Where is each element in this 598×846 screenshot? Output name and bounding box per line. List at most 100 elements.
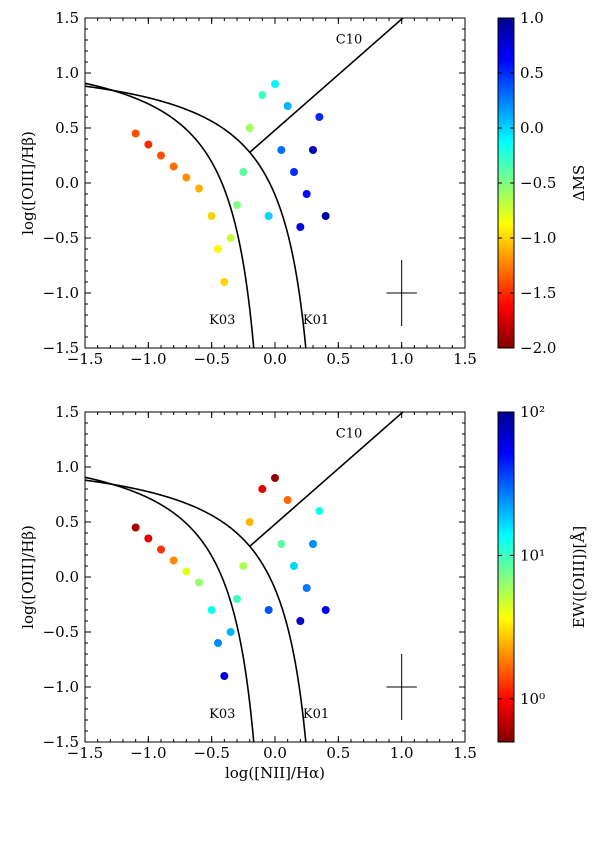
y-tick-label: −1.0 [43, 284, 79, 302]
y-axis-label: log([OIII]/Hβ) [19, 131, 37, 235]
error-bar [386, 654, 417, 720]
data-point [271, 80, 279, 88]
data-point [245, 518, 254, 526]
data-point [309, 540, 317, 548]
colorbar-tick-label: −1.0 [520, 229, 556, 247]
data-point [315, 507, 324, 515]
colorbar-tick-label: 10⁰ [520, 690, 545, 708]
data-point [264, 606, 273, 614]
y-tick-label: 1.5 [55, 403, 79, 421]
error-bar [386, 260, 417, 326]
y-tick-label: −1.0 [43, 678, 79, 696]
data-point [296, 223, 305, 231]
y-tick-label: 0.5 [55, 513, 79, 531]
x-tick-label: 1.5 [453, 350, 477, 368]
data-point [264, 212, 273, 220]
data-point [239, 168, 248, 176]
data-point [220, 278, 229, 286]
curve-k01 [85, 479, 307, 742]
y-tick-label: 1.5 [55, 9, 79, 27]
x-axis-label: log([NII]/Hα) [225, 764, 325, 782]
data-point [144, 534, 153, 543]
y-tick-label: 0.5 [55, 119, 79, 137]
x-tick-label: 1.0 [390, 350, 414, 368]
colorbar-tick-label: 1.0 [520, 9, 544, 27]
data-point [207, 212, 216, 220]
data-point [290, 168, 298, 176]
demarcation-lines [85, 18, 405, 348]
y-tick-label: −0.5 [43, 623, 79, 641]
data-point [321, 212, 330, 220]
x-tick-label: −0.5 [193, 350, 229, 368]
curve-label-k01: K01 [303, 313, 329, 328]
colorbar-tick-label: 10¹ [520, 546, 545, 564]
x-tick-label: 0.0 [263, 350, 287, 368]
data-point [195, 184, 203, 193]
colorbar-label: ΔMS [570, 165, 588, 201]
y-tick-label: −1.5 [43, 339, 79, 357]
colorbar-tick-label: 0.0 [520, 119, 544, 137]
data-point [195, 578, 203, 587]
panel-bottom: K03 K01 C10 −1.5−1.5 −1.0 −1.0 −0.5 −0.5 0.0 0.0 0… [19, 403, 588, 782]
curve-label-k03: K03 [209, 707, 235, 722]
data-point [321, 606, 330, 614]
colorbar-tick-label: −1.5 [520, 284, 556, 302]
y-tick-label: −0.5 [43, 229, 79, 247]
curve-c10 [249, 18, 405, 153]
curve-c10 [249, 412, 405, 547]
colorbar-tick-label: −0.5 [520, 174, 556, 192]
x-tick-label: −0.5 [193, 744, 229, 762]
data-point [245, 124, 254, 132]
plot-frame [84, 411, 466, 743]
x-tick-label: 1.0 [390, 744, 414, 762]
data-point [309, 146, 317, 154]
data-point [207, 606, 216, 614]
data-point [315, 113, 324, 121]
curve-label-c10: C10 [336, 426, 363, 441]
data-point [226, 234, 235, 242]
y-axis-label: log([OIII]/Hβ) [19, 525, 37, 629]
colorbar-tick-label: 0.5 [520, 64, 544, 82]
data-point [239, 562, 248, 570]
data-point [182, 173, 191, 182]
data-point [226, 628, 235, 636]
x-tick-label: −1.0 [130, 350, 166, 368]
colorbar-tick-label: 10² [520, 403, 545, 421]
curve-label-k03: K03 [209, 313, 235, 328]
curve-k03 [85, 82, 255, 348]
data-point [258, 485, 267, 493]
colorbar-label: EW([OIII])[Å] [570, 526, 588, 628]
x-tick-label: 1.5 [453, 744, 477, 762]
data-point [220, 672, 229, 680]
data-point [157, 151, 165, 160]
colorbar: 1.0 0.5 0.0 −0.5 −1.0 −1.5 −2.0 ΔMS [497, 9, 588, 357]
colorbar: 10² 10¹ 10⁰ EW([OIII])[Å] [497, 403, 588, 743]
x-tick-label: 0.5 [326, 350, 350, 368]
data-point [271, 474, 279, 482]
curve-label-c10: C10 [336, 32, 363, 47]
data-point [302, 190, 311, 198]
data-point [214, 245, 222, 253]
x-tick-label: −1.0 [130, 744, 166, 762]
scatter-points [131, 474, 330, 680]
data-point [296, 617, 305, 625]
data-point [182, 567, 191, 576]
data-point [283, 496, 292, 504]
data-point [131, 523, 140, 532]
data-point [131, 129, 140, 138]
panel-top: K03 K01 C10 −1.5 −1.5 −1.0 −1.0 −0.5 −0.5 0.0 0.0 0… [19, 9, 588, 368]
colorbar-tick-label: −2.0 [520, 339, 556, 357]
curve-k03 [85, 476, 255, 742]
plot-frame [84, 17, 466, 349]
y-tick-label: 1.0 [55, 64, 79, 82]
data-point [233, 595, 241, 603]
curve-k01 [85, 85, 307, 348]
data-point [290, 562, 298, 570]
y-tick-label: 1.0 [55, 458, 79, 476]
x-tick-label: 0.5 [326, 744, 350, 762]
data-point [233, 201, 241, 209]
data-point [277, 540, 286, 548]
data-point [169, 556, 178, 565]
data-point [144, 140, 153, 149]
